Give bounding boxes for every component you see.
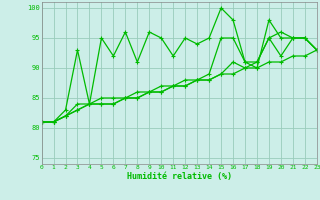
X-axis label: Humidité relative (%): Humidité relative (%) <box>127 172 232 181</box>
